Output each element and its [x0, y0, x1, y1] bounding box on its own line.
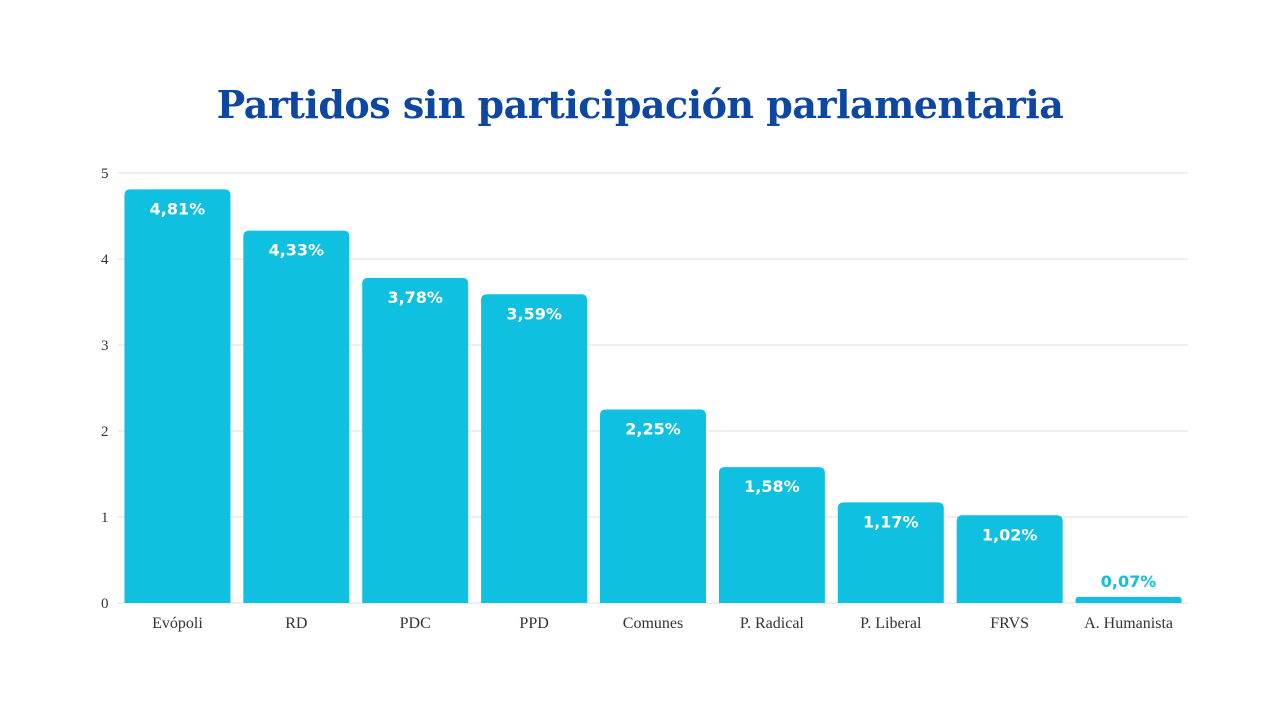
- bar: [481, 294, 588, 603]
- bar: [600, 409, 706, 603]
- x-tick-label: FRVS: [990, 615, 1029, 632]
- bar: [243, 230, 350, 603]
- chart-title: Partidos sin participación parlamentaria: [216, 82, 1064, 127]
- y-tick-label: 5: [101, 166, 109, 182]
- data-label: 1,58%: [744, 477, 800, 496]
- data-label: 2,25%: [625, 420, 681, 439]
- x-tick-label: Comunes: [623, 615, 683, 632]
- data-label: 1,17%: [863, 512, 919, 531]
- y-tick-label: 1: [101, 510, 109, 526]
- x-tick-label: P. Radical: [740, 615, 805, 632]
- y-tick-label: 3: [101, 338, 109, 354]
- data-label: 1,02%: [982, 525, 1038, 544]
- y-tick-label: 4: [101, 252, 109, 268]
- bar: [718, 467, 825, 603]
- x-tick-label: PDC: [400, 615, 431, 632]
- x-tick-label: Evópoli: [152, 615, 203, 632]
- data-label: 3,78%: [387, 288, 443, 307]
- x-tick-label: P. Liberal: [860, 615, 922, 632]
- y-tick-label: 2: [101, 424, 109, 440]
- bar: [1075, 596, 1182, 603]
- x-axis-ticks: Evópoli RD PDC PPD Comunes P. Radical P. Liber…: [152, 615, 1173, 632]
- bar: [837, 502, 944, 603]
- bar: [124, 189, 231, 603]
- bars: [124, 189, 1182, 603]
- y-tick-label: 0: [101, 596, 109, 612]
- data-label: 4,33%: [269, 241, 325, 260]
- y-axis-ticks: 0 1 2 3 4 5: [101, 166, 109, 612]
- data-label: 3,59%: [506, 304, 562, 323]
- bar: [956, 515, 1063, 603]
- data-label: 0,07%: [1101, 572, 1157, 591]
- data-label: 4,81%: [150, 199, 206, 218]
- x-tick-label: RD: [285, 615, 307, 632]
- x-tick-label: A. Humanista: [1084, 615, 1173, 632]
- bar: [362, 277, 469, 603]
- x-tick-label: PPD: [519, 615, 548, 632]
- data-labels: 4,81% 4,33% 3,78% 3,59% 2,25% 1,58% 1,17% 1,02%…: [150, 199, 1157, 591]
